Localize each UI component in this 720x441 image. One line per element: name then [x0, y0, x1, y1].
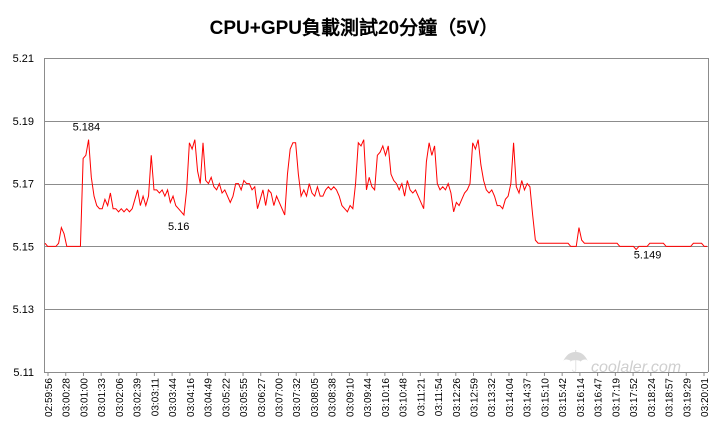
x-tick-label: 03:18:57 — [665, 378, 676, 417]
x-tick-label: 03:10:16 — [381, 378, 392, 417]
x-axis-ticks: 02:59:56 03:00:28 03:01:00 03:01:33 03:02:06… — [44, 372, 711, 417]
data-labels: 5.184 5.16 5.149 — [73, 122, 662, 262]
watermark: ☂ coolaler.com — [562, 345, 681, 380]
x-tick-label: 03:02:06 — [115, 378, 126, 417]
watermark-text: coolaler.com — [591, 359, 681, 376]
x-tick-label: 02:59:56 — [44, 378, 55, 417]
x-tick-label: 03:08:38 — [328, 378, 339, 417]
x-tick-label: 03:09:10 — [345, 378, 356, 417]
x-tick-label: 03:04:49 — [204, 378, 215, 417]
x-tick-label: 03:13:32 — [487, 378, 498, 417]
x-tick-label: 03:14:37 — [523, 378, 534, 417]
data-label: 5.184 — [73, 122, 101, 134]
y-tick-label: 5.17 — [13, 179, 34, 191]
y-tick-label: 5.15 — [13, 241, 34, 253]
x-tick-label: 03:07:00 — [274, 378, 285, 417]
x-tick-label: 03:01:33 — [97, 378, 108, 417]
x-tick-label: 03:11:21 — [416, 378, 427, 417]
y-axis-ticks: 5.11 5.13 5.15 5.17 5.19 5.21 — [13, 53, 34, 379]
x-tick-label: 03:12:59 — [470, 378, 481, 417]
x-tick-label: 03:02:39 — [133, 378, 144, 417]
x-tick-label: 03:20:01 — [700, 378, 711, 417]
x-tick-label: 03:08:05 — [310, 378, 321, 417]
grid-layer — [44, 58, 709, 373]
series-line — [44, 139, 707, 251]
data-label: 5.149 — [634, 249, 662, 261]
x-tick-label: 03:05:55 — [239, 378, 250, 417]
x-tick-label: 03:10:48 — [399, 378, 410, 417]
x-tick-label: 03:15:10 — [540, 378, 551, 417]
x-tick-label: 03:04:16 — [186, 378, 197, 417]
x-tick-label: 03:16:47 — [594, 378, 605, 417]
x-tick-label: 03:06:27 — [257, 378, 268, 417]
chart-title: CPU+GPU負載測試20分鐘（5V） — [210, 16, 499, 39]
x-tick-label: 03:05:22 — [221, 378, 232, 417]
data-label: 5.16 — [168, 221, 189, 233]
x-tick-label: 03:12:26 — [452, 378, 463, 417]
x-tick-label: 03:03:11 — [150, 378, 161, 417]
y-tick-label: 5.11 — [13, 367, 34, 379]
x-tick-label: 03:11:54 — [434, 378, 445, 417]
x-tick-label: 03:00:28 — [62, 378, 73, 417]
x-tick-label: 03:17:52 — [629, 378, 640, 417]
x-tick-label: 03:15:42 — [558, 378, 569, 417]
watermark-logo-mark: ☂ — [562, 345, 589, 380]
y-tick-label: 5.21 — [13, 53, 34, 65]
x-tick-label: 03:07:32 — [292, 378, 303, 417]
x-tick-label: 03:01:00 — [79, 378, 90, 417]
x-tick-label: 03:14:04 — [505, 378, 516, 417]
y-tick-label: 5.19 — [13, 116, 34, 128]
x-tick-label: 03:19:29 — [682, 378, 693, 417]
x-tick-label: 03:09:44 — [363, 378, 374, 417]
x-tick-label: 03:03:44 — [168, 378, 179, 417]
x-tick-label: 03:18:24 — [647, 378, 658, 417]
x-tick-label: 03:17:19 — [611, 378, 622, 417]
series-layer — [44, 139, 707, 251]
y-tick-label: 5.13 — [13, 304, 34, 316]
x-tick-label: 03:16:14 — [576, 378, 587, 417]
